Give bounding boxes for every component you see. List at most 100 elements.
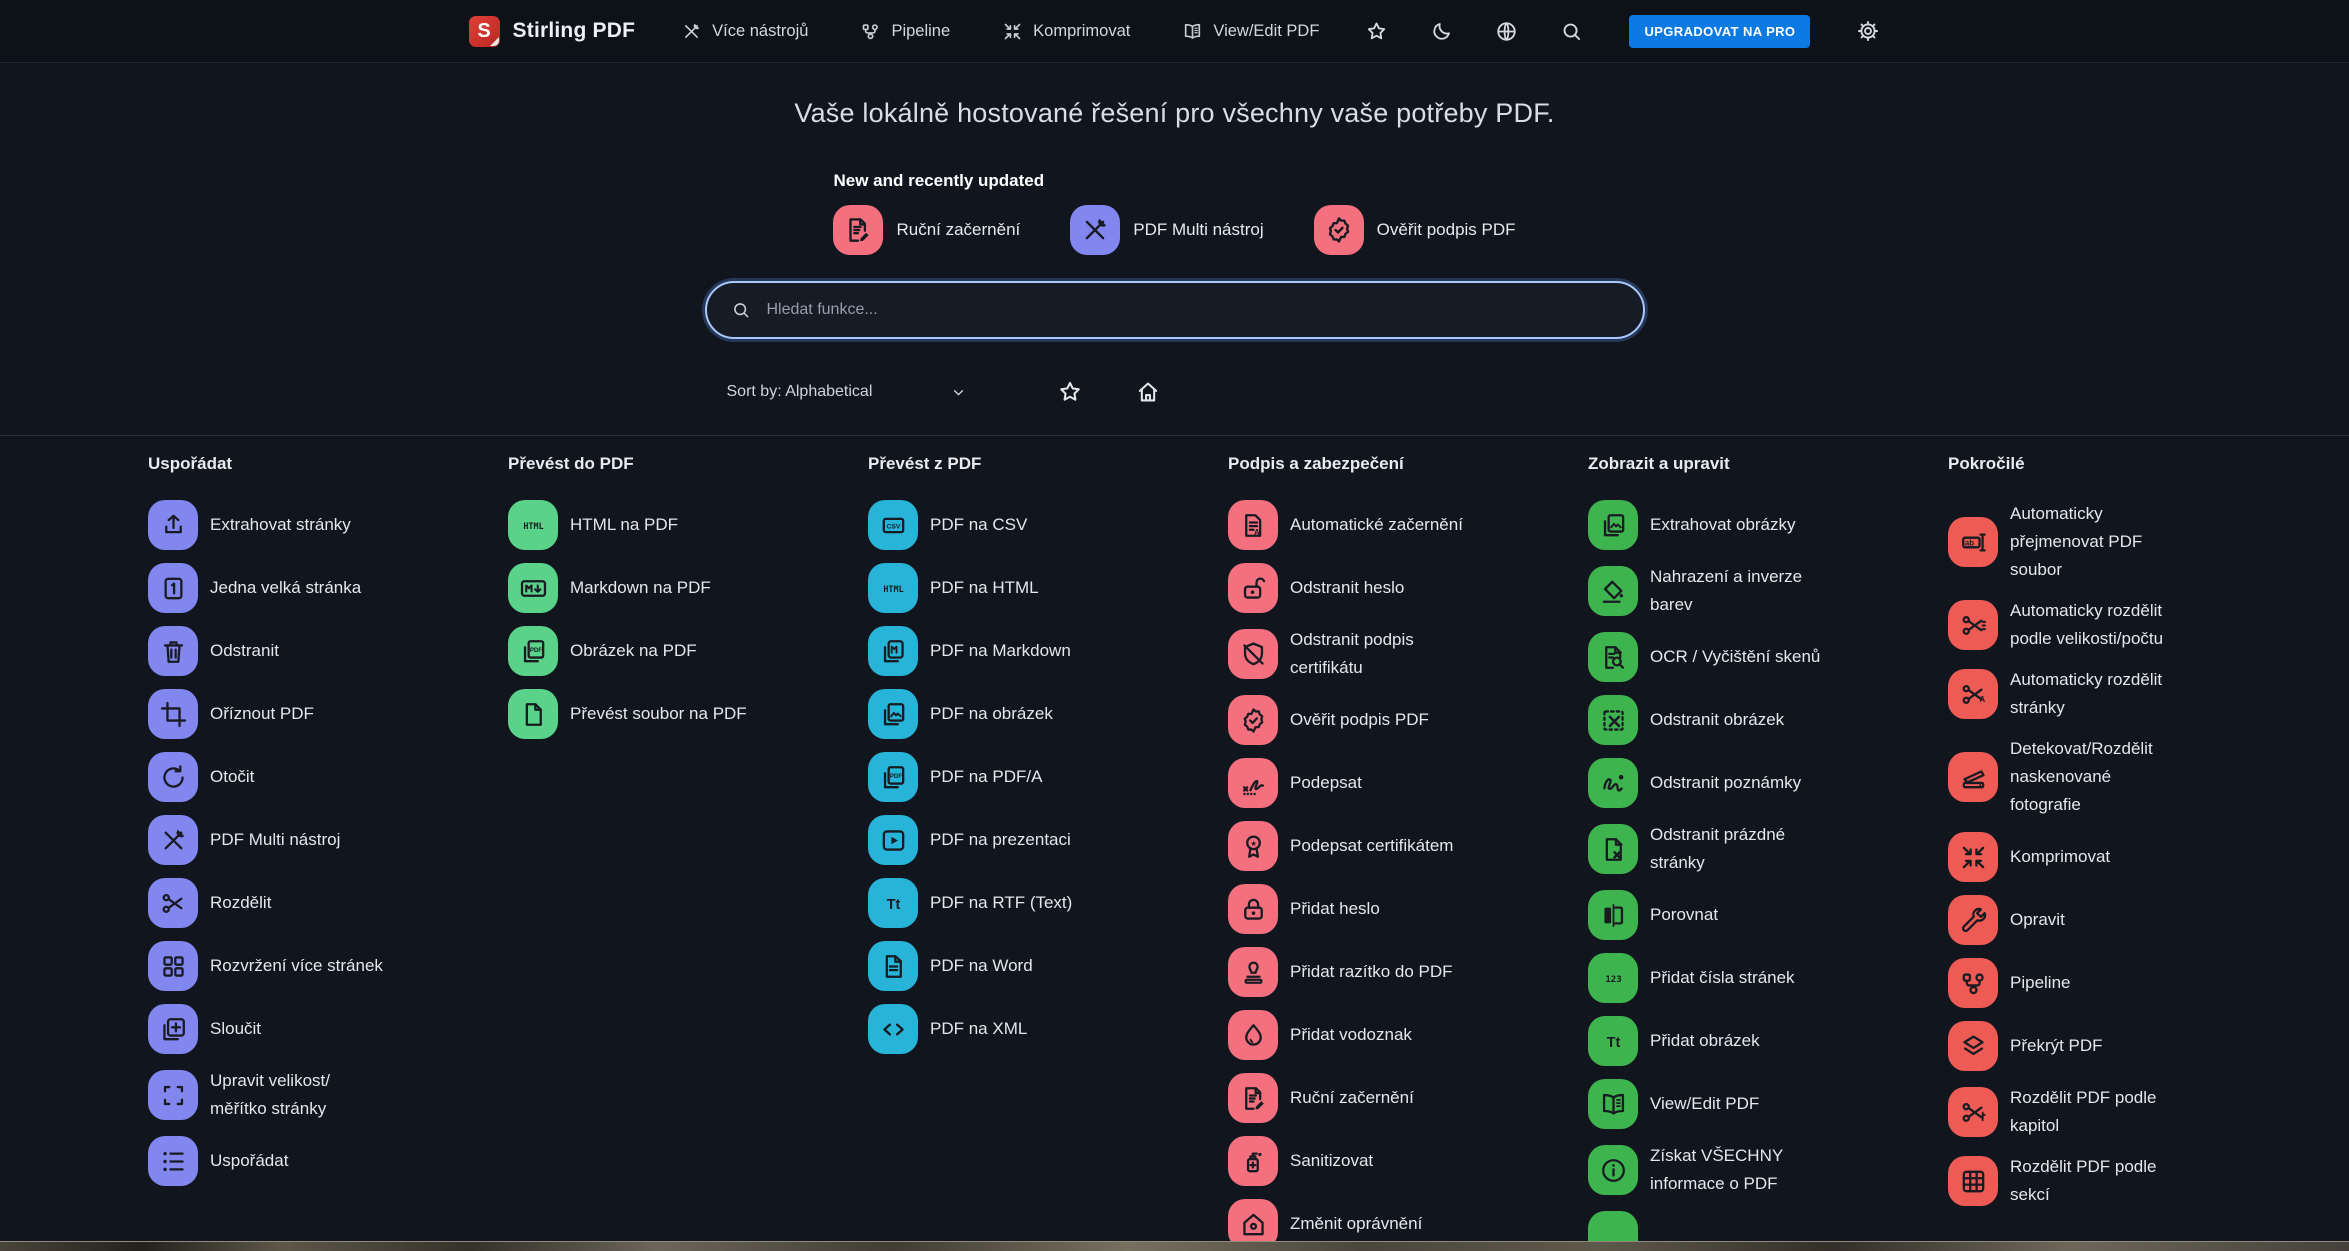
tool-item-p-ekr-t-pdf[interactable]: Překrýt PDF (1948, 1021, 2278, 1071)
tool-item-pdf-na-markdown[interactable]: PDF na Markdown (868, 626, 1198, 676)
tool-item-label: Automaticky rozdělit podle velikosti/poč… (2010, 601, 2164, 648)
tool-item-opravit[interactable]: Opravit (1948, 895, 2278, 945)
featured-item-ru-n-za-ern-n[interactable]: Ruční začernění (833, 205, 1020, 255)
svg-text:Tt: Tt (886, 896, 900, 912)
tool-item-odstranit-heslo[interactable]: Odstranit heslo (1228, 563, 1558, 613)
tool-item-rozd-lit-pdf-podle-sekc[interactable]: Rozdělit PDF podle sekcí (1948, 1153, 2278, 1209)
pipeline-tile (1948, 958, 1998, 1008)
star-button[interactable] (1365, 20, 1388, 43)
tool-item-sanitizovat[interactable]: Sanitizovat (1228, 1136, 1558, 1186)
tool-item-label: Rozvržení více stránek (210, 956, 383, 975)
chevron-down-icon (953, 389, 963, 395)
tool-item-ocr-vy-i-t-n-sken[interactable]: OCR / Vyčištění skenů (1588, 632, 1918, 682)
tool-item-pdf-na-html[interactable]: HTML PDF na HTML (868, 563, 1198, 613)
tool-item-zm-nit-opr-vn-n[interactable]: Změnit oprávnění (1228, 1199, 1558, 1249)
tool-item-label: Extrahovat obrázky (1650, 515, 1796, 534)
tool-item-label: Oříznout PDF (210, 704, 314, 723)
tool-item-p-idat-obr-zek[interactable]: Tt Přidat obrázek (1588, 1016, 1918, 1066)
settings-button[interactable] (1856, 19, 1880, 43)
nav-item-pipeline[interactable]: Pipeline (860, 21, 950, 42)
tool-item-rozd-lit-pdf-podle-kapitol[interactable]: Rozdělit PDF podle kapitol (1948, 1084, 2278, 1140)
column-title: Pokročilé (1948, 454, 2025, 473)
tool-item-obr-zek-na-pdf[interactable]: PDF Obrázek na PDF (508, 626, 838, 676)
tool-item-pdf-na-prezentaci[interactable]: PDF na prezentaci (868, 815, 1198, 865)
tool-item-odstranit-podpis-certifik-tu[interactable]: Odstranit podpis certifikátu (1228, 626, 1558, 682)
moon-button[interactable] (1430, 20, 1453, 43)
search-bar[interactable] (704, 281, 1645, 339)
featured-item-ov-it-podpis-pdf[interactable]: Ověřit podpis PDF (1313, 205, 1516, 255)
upgrade-pro-button[interactable]: UPGRADOVAT NA PRO (1629, 14, 1811, 48)
nav-item-v-ce-n-stroj[interactable]: Více nástrojů (681, 21, 808, 42)
tool-item-odstranit[interactable]: Odstranit (148, 626, 478, 676)
tool-item-label: Opravit (2010, 910, 2065, 929)
tool-item-slou-it[interactable]: Sloučit (148, 1004, 478, 1054)
tool-item-automaticky-p-ejmenovat-pdf-soubor[interactable]: ab Automaticky přejmenovat PDF soubor (1948, 500, 2278, 584)
upload-tile (148, 500, 198, 550)
featured-row: Ruční začernění PDF Multi nástroj Ověřit p… (833, 205, 1516, 255)
tool-item-detekovat-rozd-lit-naskenovan-fotografie[interactable]: Detekovat/Rozdělit naskenované fotografi… (1948, 735, 2278, 819)
tool-item-uspo-dat[interactable]: Uspořádat (148, 1136, 478, 1186)
tool-item-p-idat-sla-str-nek[interactable]: 123 Přidat čísla stránek (1588, 953, 1918, 1003)
tool-item-automaticky-rozd-lit-podle-velikosti-po-tu[interactable]: Automaticky rozdělit podle velikosti/poč… (1948, 597, 2278, 653)
tool-item-o-znout-pdf[interactable]: Oříznout PDF (148, 689, 478, 739)
merge-tile (148, 1004, 198, 1054)
home-button[interactable] (1135, 379, 1161, 405)
nav-item-view-edit-pdf[interactable]: View/Edit PDF (1182, 21, 1319, 42)
tool-item-oto-it[interactable]: Otočit (148, 752, 478, 802)
tool-item-extrahovat-obr-zky[interactable]: Extrahovat obrázky (1588, 500, 1918, 550)
search-button[interactable] (1560, 20, 1583, 43)
tool-item-odstranit-pr-zdn-str-nky[interactable]: Odstranit prázdné stránky (1588, 821, 1918, 877)
search-input[interactable] (766, 301, 1631, 319)
nav-item-label: Komprimovat (1033, 21, 1131, 40)
tool-item-p-idat-raz-tko-do-pdf[interactable]: Přidat razítko do PDF (1228, 947, 1558, 997)
tool-item-label: Otočit (210, 767, 255, 786)
tool-item-rozd-lit[interactable]: Rozdělit (148, 878, 478, 928)
tool-item-pdf-multi-n-stroj[interactable]: PDF Multi nástroj (148, 815, 478, 865)
tool-item-pdf-na-pdf-a[interactable]: PDF PDF na PDF/A (868, 752, 1198, 802)
tool-item-upravit-velikost-m-tko-str-nky[interactable]: Upravit velikost/ měřítko stránky (148, 1067, 478, 1123)
scanner-tile (1948, 752, 1998, 802)
tool-item-odstranit-pozn-mky[interactable]: Odstranit poznámky (1588, 758, 1918, 808)
paint-tile (1588, 566, 1638, 616)
tool-item-pipeline[interactable]: Pipeline (1948, 958, 2278, 1008)
nav-item-komprimovat[interactable]: Komprimovat (1002, 21, 1130, 42)
tool-item-pdf-na-xml[interactable]: PDF na XML (868, 1004, 1198, 1054)
tool-item-ov-it-podpis-pdf[interactable]: Ověřit podpis PDF (1228, 695, 1558, 745)
tool-item-label: OCR / Vyčištění skenů (1650, 647, 1821, 666)
droplet-tile (1228, 1010, 1278, 1060)
tool-item-label: PDF na prezentaci (930, 830, 1071, 849)
tool-item-label: Přidat vodoznak (1290, 1025, 1412, 1044)
tool-item-automaticky-rozd-lit-str-nky[interactable]: A Automaticky rozdělit stránky (1948, 666, 2278, 722)
tool-item-p-ev-st-soubor-na-pdf[interactable]: Převést soubor na PDF (508, 689, 838, 739)
tool-item-z-skat-v-echny-informace-o-pdf[interactable]: Získat VŠECHNY informace o PDF (1588, 1142, 1918, 1198)
tool-item-pdf-na-rtf-text[interactable]: Tt PDF na RTF (Text) (868, 878, 1198, 928)
tool-item-automatick-za-ern-n[interactable]: A Automatické začernění (1228, 500, 1558, 550)
tool-item-porovnat[interactable]: Porovnat (1588, 890, 1918, 940)
tool-item-p-idat-heslo[interactable]: Přidat heslo (1228, 884, 1558, 934)
scissors-tile (148, 878, 198, 928)
crop-icon (160, 701, 186, 727)
tool-item-pdf-na-obr-zek[interactable]: PDF na obrázek (868, 689, 1198, 739)
layers-icon (1962, 1034, 1984, 1055)
tool-item-ru-n-za-ern-n[interactable]: Ruční začernění (1228, 1073, 1558, 1123)
tool-item-jedna-velk-str-nka[interactable]: Jedna velká stránka (148, 563, 478, 613)
tool-item-view-edit-pdf[interactable]: View/Edit PDF (1588, 1079, 1918, 1129)
tool-item-pdf-na-word[interactable]: PDF na Word (868, 941, 1198, 991)
tool-item-html-na-pdf[interactable]: HTML HTML na PDF (508, 500, 838, 550)
tool-item-extrahovat-str-nky[interactable]: Extrahovat stránky (148, 500, 478, 550)
brand[interactable]: S Stirling PDF (468, 15, 636, 47)
globe-button[interactable] (1495, 20, 1518, 43)
favorites-button[interactable] (1057, 379, 1083, 405)
tool-item-markdown-na-pdf[interactable]: Markdown na PDF (508, 563, 838, 613)
book-tile (1588, 1079, 1638, 1129)
tool-item-pdf-na-csv[interactable]: CSV PDF na CSV (868, 500, 1198, 550)
featured-item-pdf-multi-n-stroj[interactable]: PDF Multi nástroj (1070, 205, 1264, 255)
tool-item-podepsat-certifik-tem[interactable]: ★ Podepsat certifikátem (1228, 821, 1558, 871)
sort-select[interactable]: Sort by: Alphabetical (705, 383, 967, 401)
tool-item-p-idat-vodoznak[interactable]: Přidat vodoznak (1228, 1010, 1558, 1060)
tool-item-odstranit-obr-zek[interactable]: Odstranit obrázek (1588, 695, 1918, 745)
tool-item-nahrazen-a-inverze-barev[interactable]: Nahrazení a inverze barev (1588, 563, 1918, 619)
tool-item-podepsat[interactable]: Podepsat (1228, 758, 1558, 808)
tool-item-komprimovat[interactable]: Komprimovat (1948, 832, 2278, 882)
tool-item-rozvr-en-v-ce-str-nek[interactable]: Rozvržení více stránek (148, 941, 478, 991)
